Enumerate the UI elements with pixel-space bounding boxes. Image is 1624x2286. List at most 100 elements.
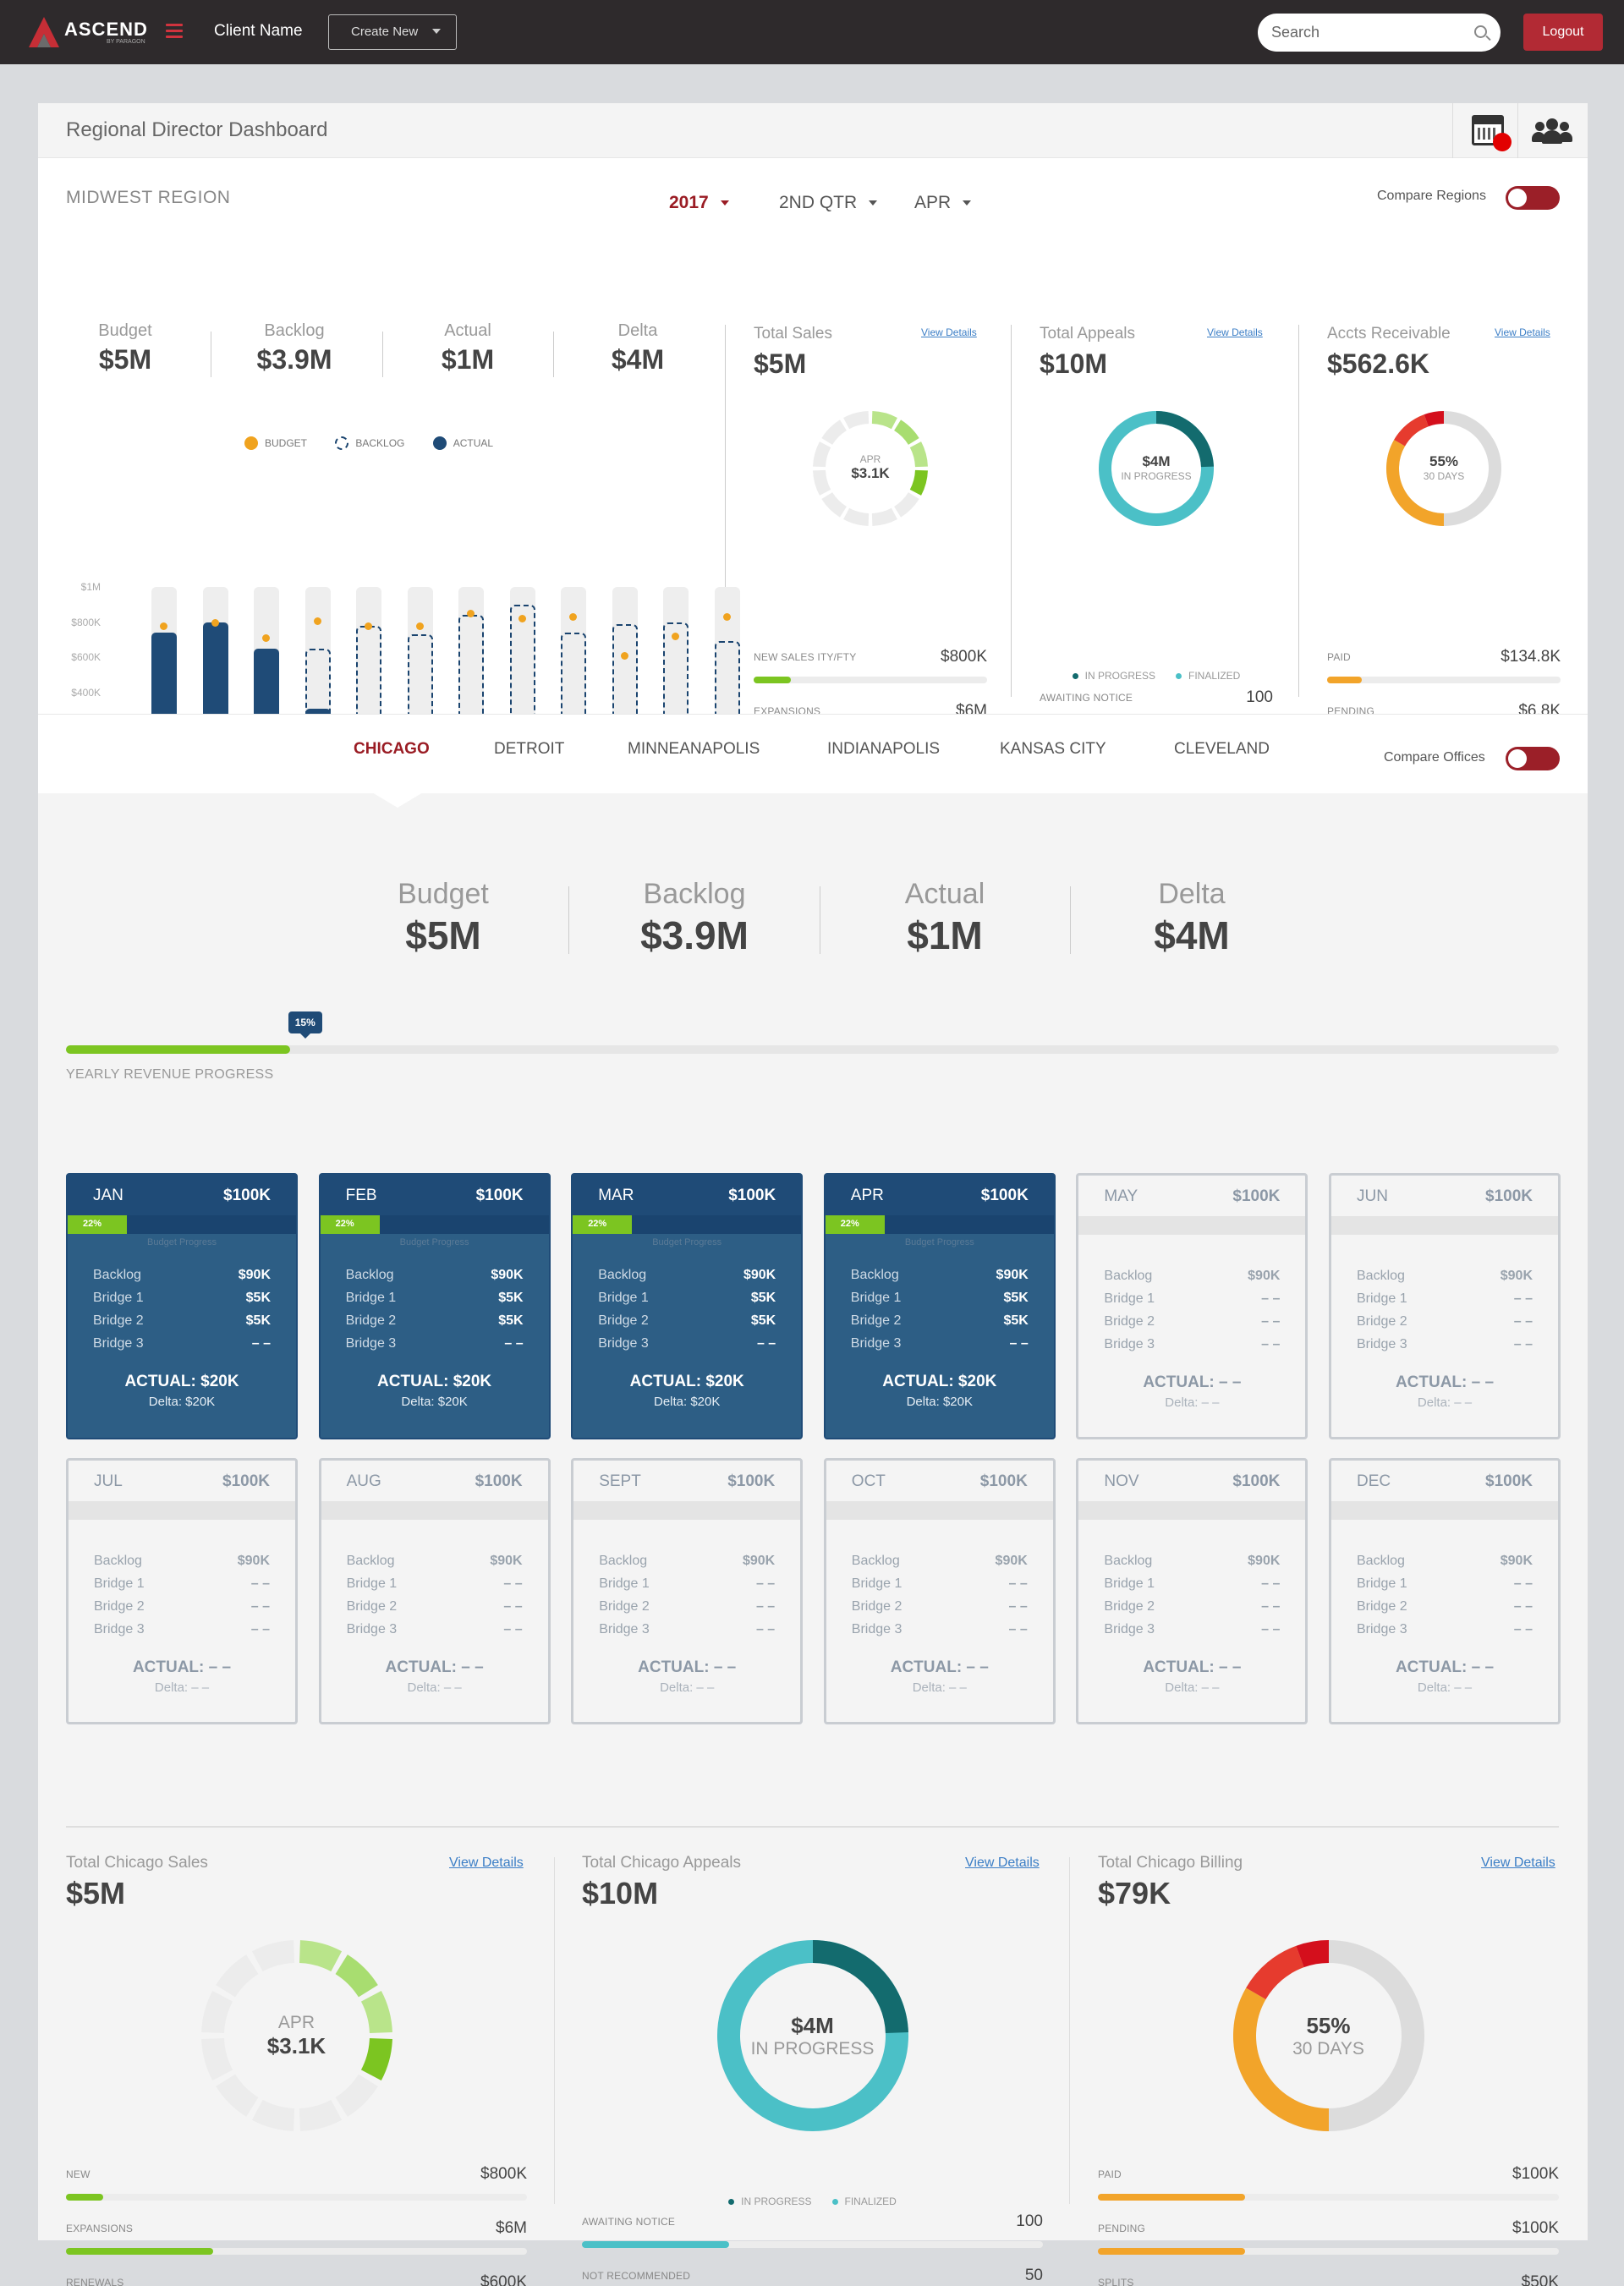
quarter-select[interactable]: 2ND QTR	[779, 193, 878, 213]
card-month: MAR	[598, 1187, 634, 1204]
client-name[interactable]: Client Name	[214, 22, 303, 40]
chevron-down-icon	[432, 29, 441, 34]
quarter-value: 2ND QTR	[779, 193, 858, 212]
donut-center-sub: APR	[277, 2012, 315, 2032]
view-details-link[interactable]: View Details	[449, 1856, 524, 1870]
donut-chart	[716, 1940, 908, 2131]
month-card-nov[interactable]: NOV $100K Backlog $90K Bridge 1 – – Bridge 2 – …	[1076, 1458, 1309, 1724]
tab-minneanapolis[interactable]: MINNEANAPOLIS	[628, 740, 760, 758]
year-value: 2017	[669, 193, 709, 212]
budget-progress-bar: 22%	[68, 1215, 296, 1234]
tab-detroit[interactable]: DETROIT	[494, 740, 565, 758]
kpi-label: Actual	[904, 878, 985, 910]
compare-regions-toggle[interactable]	[1506, 186, 1560, 210]
month-card-jun[interactable]: JUN $100K Backlog $90K Bridge 1 – – Bridge 2 – …	[1329, 1173, 1561, 1439]
donut-chart	[1099, 411, 1214, 526]
row-value: $5K	[750, 1291, 776, 1305]
backlog-legend-swatch	[335, 436, 349, 450]
create-new-dropdown[interactable]: Create New	[328, 14, 457, 50]
card-row: Backlog $90K	[1104, 1269, 1280, 1291]
legend-dot-in-progress	[728, 2199, 735, 2205]
card-delta: Delta: – –	[1165, 1395, 1220, 1410]
card-row: Backlog $90K	[347, 1554, 523, 1576]
month-card-mar[interactable]: MAR $100K 22% Budget Progress Backlog $90K Bri…	[571, 1173, 804, 1439]
view-details-link[interactable]: View Details	[1207, 326, 1263, 338]
logout-button[interactable]: Logout	[1523, 14, 1603, 51]
month-card-sept[interactable]: SEPT $100K Backlog $90K Bridge 1 – – Bridge 2 –…	[571, 1458, 804, 1724]
card-rows: Backlog $90K Bridge 1 $5K Bridge 2 $5K Bridge …	[598, 1268, 776, 1359]
legend-backlog: BACKLOG	[355, 437, 405, 449]
users-icon	[1532, 117, 1572, 145]
hamburger-menu-icon[interactable]	[166, 24, 183, 38]
card-row: Backlog $90K	[94, 1554, 270, 1576]
search-icon[interactable]	[1474, 25, 1487, 38]
view-details-link[interactable]: View Details	[1495, 326, 1550, 338]
search-input[interactable]: Search	[1258, 14, 1501, 52]
month-card-aug[interactable]: AUG $100K Backlog $90K Bridge 1 – – Bridge 2 – …	[318, 1458, 551, 1724]
card-header: APR $100K	[825, 1175, 1054, 1215]
y-tick-label: $400K	[71, 686, 101, 699]
yearly-revenue-progress-bar	[66, 1045, 1559, 1054]
card-month: APR	[850, 1187, 884, 1204]
row-value: $90K	[1248, 1269, 1281, 1283]
row-label: Bridge 2	[94, 1599, 145, 1614]
kpi-value: $1M	[441, 344, 495, 375]
budget-dot	[262, 634, 270, 643]
card-row: Backlog $90K	[1357, 1554, 1533, 1576]
view-details-link[interactable]: View Details	[965, 1856, 1040, 1870]
view-details-link[interactable]: View Details	[921, 326, 977, 338]
row-label: Bridge 1	[851, 1576, 903, 1591]
year-select[interactable]: 2017	[669, 193, 729, 213]
donut-center-sub: 30 DAYS	[1292, 2038, 1364, 2058]
donut-30-days	[1386, 440, 1445, 526]
row-value: $5K	[245, 1291, 271, 1305]
card-row: Bridge 3 – –	[93, 1336, 271, 1359]
ascend-logo[interactable]: ASCEND BY PARAGON	[25, 14, 152, 51]
donut-center-value: $3.1K	[851, 465, 890, 482]
budget-progress-label: Budget Progress	[399, 1237, 469, 1247]
metric-row-label: PENDING	[1098, 2223, 1146, 2234]
row-value: $5K	[498, 1291, 524, 1305]
tab-kansas-city[interactable]: KANSAS CITY	[1000, 740, 1106, 758]
donut-segment	[871, 411, 897, 430]
donut-segment	[200, 2037, 233, 2081]
metric-row-label: AWAITING NOTICE	[582, 2216, 676, 2228]
donut-60-days	[1245, 1945, 1304, 2000]
month-card-oct[interactable]: OCT $100K Backlog $90K Bridge 1 – – Bridge 2 – …	[823, 1458, 1056, 1724]
card-header: JAN $100K	[68, 1175, 296, 1215]
card-rows: Backlog $90K Bridge 1– – Bridge 2– – Bridge …	[94, 1554, 270, 1645]
donut-center-value: 55%	[1429, 453, 1459, 470]
tab-chicago[interactable]: CHICAGO	[354, 740, 430, 758]
month-card-may[interactable]: MAY $100K Backlog $90K Bridge 1 – – Bridge 2 – …	[1076, 1173, 1309, 1439]
month-select[interactable]: APR	[914, 193, 972, 213]
row-value: – –	[1008, 1599, 1028, 1614]
metric-value: $10M	[582, 1876, 659, 1910]
card-rows: Backlog $90K Bridge 1– – Bridge 2– – Bridge …	[1104, 1269, 1280, 1360]
compare-offices-toggle[interactable]	[1506, 747, 1560, 770]
users-button[interactable]	[1517, 103, 1588, 158]
row-label: Backlog	[346, 1554, 395, 1568]
card-delta: Delta: $20K	[653, 1395, 721, 1409]
row-label: Backlog	[94, 1554, 142, 1568]
legend-dot-finalized	[831, 2199, 838, 2205]
card-header: DEC $100K	[1331, 1461, 1558, 1501]
card-header: OCT $100K	[826, 1461, 1053, 1501]
month-card-feb[interactable]: FEB $100K 22% Budget Progress Backlog $90K Bri…	[318, 1173, 551, 1439]
row-label: Bridge 3	[94, 1622, 145, 1636]
month-card-apr[interactable]: APR $100K 22% Budget Progress Backlog $90K Bri…	[823, 1173, 1056, 1439]
row-value: – –	[1513, 1576, 1533, 1591]
month-card-jan[interactable]: JAN $100K 22% Budget Progress Backlog $90K Bri…	[66, 1173, 298, 1439]
row-label: Bridge 1	[345, 1291, 397, 1305]
kpi-actual: Actual $1M	[392, 321, 544, 376]
tab-indianapolis[interactable]: INDIANAPOLIS	[827, 740, 941, 758]
row-value: $5K	[1003, 1313, 1029, 1328]
tab-cleveland[interactable]: CLEVELAND	[1174, 740, 1270, 758]
month-card-jul[interactable]: JUL $100K Backlog $90K Bridge 1 – – Bridge 2 – …	[66, 1458, 298, 1724]
card-row: Bridge 1 – –	[1104, 1291, 1280, 1314]
row-label: Bridge 1	[598, 1291, 649, 1305]
view-details-link[interactable]: View Details	[1481, 1856, 1555, 1870]
month-card-dec[interactable]: DEC $100K Backlog $90K Bridge 1 – – Bridge 2 – …	[1329, 1458, 1561, 1724]
row-value: – –	[1261, 1599, 1281, 1614]
metric-row-label: NOT RECOMMENDED	[582, 2270, 691, 2282]
calendar-button[interactable]	[1452, 103, 1517, 158]
